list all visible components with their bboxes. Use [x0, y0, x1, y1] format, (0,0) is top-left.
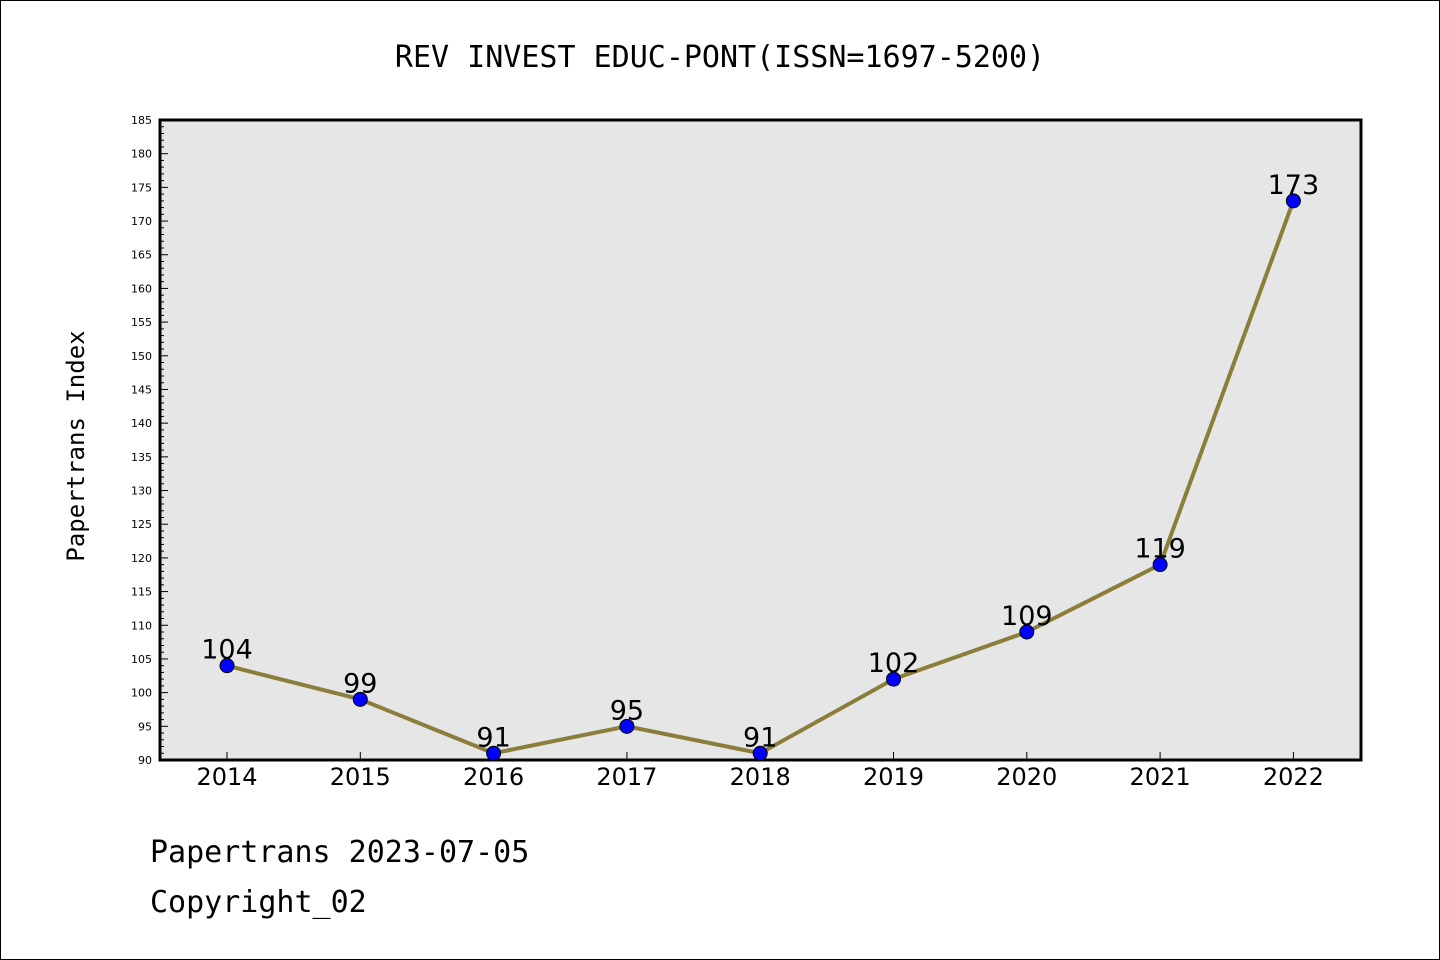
y-tick-label: 160: [131, 282, 152, 295]
data-point: [752, 745, 768, 761]
y-tick-label: 95: [138, 720, 152, 733]
plot-area: [158, 118, 1363, 762]
data-label: 104: [201, 635, 253, 666]
data-point: [619, 718, 635, 734]
y-tick-label: 185: [131, 114, 152, 127]
data-label: 173: [1268, 170, 1320, 201]
x-tick-label: 2022: [1263, 763, 1324, 791]
data-label: 109: [1001, 601, 1053, 632]
y-tick-label: 135: [131, 451, 152, 464]
x-tick-label: 2020: [996, 763, 1057, 791]
data-label: 91: [476, 722, 510, 753]
x-tick-label: 2016: [463, 763, 524, 791]
x-tick-label: 2015: [330, 763, 391, 791]
y-tick-label: 155: [131, 316, 152, 329]
data-point: [1152, 557, 1168, 573]
data-point: [352, 691, 368, 707]
y-tick-label: 100: [131, 687, 152, 700]
footer-date: Papertrans 2023-07-05: [150, 835, 530, 870]
y-tick-label: 110: [131, 619, 152, 632]
y-axis-label: Papertrans Index: [62, 330, 90, 561]
y-tick-label: 140: [131, 417, 152, 430]
x-tick-label: 2017: [596, 763, 657, 791]
y-tick-label: 165: [131, 249, 152, 262]
x-tick-label: 2021: [1130, 763, 1191, 791]
x-tick-label: 2018: [730, 763, 791, 791]
y-tick-label: 125: [131, 518, 152, 531]
data-point: [1285, 193, 1301, 209]
footer-copyright: Copyright_02: [150, 885, 367, 920]
y-tick-label: 170: [131, 215, 152, 228]
data-point: [486, 745, 502, 761]
y-tick-label: 120: [131, 552, 152, 565]
data-point: [219, 658, 235, 674]
y-tick-label: 105: [131, 653, 152, 666]
data-label: 99: [343, 668, 377, 699]
data-label: 95: [610, 695, 644, 726]
y-tick-label: 180: [131, 148, 152, 161]
chart-title: REV INVEST EDUC-PONT(ISSN=1697-5200): [395, 40, 1045, 75]
data-label: 102: [868, 648, 920, 679]
y-tick-label: 145: [131, 383, 152, 396]
y-tick-label: 115: [131, 586, 152, 599]
y-axis: 90 95 100 105 110 115 120 125 130 135 140 145 150 155…: [131, 114, 168, 767]
data-label: 91: [743, 722, 777, 753]
data-label: 119: [1134, 534, 1186, 565]
data-point: [886, 671, 901, 687]
x-tick-label: 2014: [196, 763, 257, 791]
data-point: [1019, 624, 1035, 640]
x-axis: 2014 2015 2016 2017 2018 2019 2020 2021 2022: [196, 752, 1324, 791]
y-tick-label: 175: [131, 181, 152, 194]
x-tick-label: 2019: [863, 763, 924, 791]
y-tick-label: 150: [131, 350, 152, 363]
y-tick-label: 90: [138, 754, 152, 767]
series-group: 104 99 91 95 91 102 109 119 173: [201, 170, 1320, 761]
y-tick-label: 130: [131, 485, 152, 498]
